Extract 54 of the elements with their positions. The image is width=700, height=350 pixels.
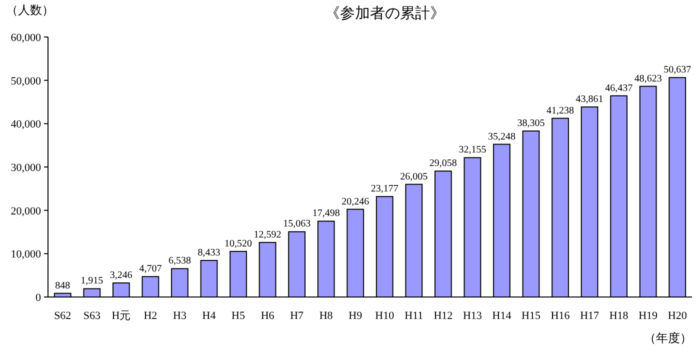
data-label: 41,238 bbox=[546, 105, 574, 116]
y-tick-label: 10,000 bbox=[10, 248, 42, 261]
data-label: 10,520 bbox=[224, 238, 252, 250]
x-tick-label: H8 bbox=[319, 310, 334, 322]
data-label: 46,437 bbox=[605, 82, 633, 94]
y-tick-label: 50,000 bbox=[10, 75, 42, 88]
x-tick-label: H14 bbox=[492, 310, 512, 322]
x-tick-label: H7 bbox=[290, 310, 304, 322]
chart-title: 《参加者の累計》 bbox=[325, 5, 445, 22]
data-label: 23,177 bbox=[370, 184, 398, 195]
data-label: 29,058 bbox=[429, 158, 457, 170]
x-tick-label: H元 bbox=[112, 310, 131, 322]
data-label: 3,246 bbox=[110, 270, 132, 281]
data-label: 6,538 bbox=[168, 256, 191, 267]
y-tick-label: 20,000 bbox=[10, 205, 42, 218]
y-tick-label: 40,000 bbox=[10, 118, 42, 131]
x-tick-label: S63 bbox=[83, 310, 101, 322]
data-label: 43,861 bbox=[576, 94, 604, 105]
data-label: 12,592 bbox=[254, 229, 282, 240]
data-label: 8,433 bbox=[198, 247, 220, 258]
x-axis-title: （年度） bbox=[644, 331, 692, 345]
data-label: 20,246 bbox=[342, 196, 370, 208]
x-tick-label: H13 bbox=[462, 310, 482, 322]
x-tick-label: H9 bbox=[348, 310, 363, 322]
x-tick-label: H4 bbox=[202, 310, 216, 322]
data-label: 15,063 bbox=[283, 218, 311, 230]
x-tick-label: H18 bbox=[609, 310, 629, 322]
data-label: 848 bbox=[55, 280, 70, 292]
x-tick-label: H5 bbox=[232, 310, 246, 322]
x-tick-label: H12 bbox=[434, 310, 453, 322]
x-tick-label: H3 bbox=[173, 310, 187, 322]
x-tick-label: H10 bbox=[375, 310, 395, 322]
data-label: 17,498 bbox=[312, 208, 340, 220]
data-label: 35,248 bbox=[488, 131, 516, 142]
data-label: 1,915 bbox=[80, 276, 104, 287]
y-tick-label: 0 bbox=[36, 292, 42, 304]
x-tick-label: S62 bbox=[54, 310, 72, 322]
y-tick-label: 30,000 bbox=[10, 162, 42, 174]
x-tick-label: H2 bbox=[144, 310, 158, 322]
x-tick-label: H11 bbox=[404, 310, 424, 322]
data-label: 48,623 bbox=[634, 73, 662, 84]
data-label: 38,305 bbox=[517, 118, 545, 130]
x-tick-label: H6 bbox=[260, 310, 275, 322]
x-tick-label: H17 bbox=[580, 310, 600, 322]
data-label: 32,155 bbox=[458, 144, 486, 156]
x-tick-label: H15 bbox=[522, 310, 541, 322]
y-tick-label: 60,000 bbox=[10, 32, 42, 44]
x-tick-label: H20 bbox=[668, 310, 688, 322]
y-axis-title: （人数） bbox=[6, 3, 54, 17]
x-tick-label: H19 bbox=[638, 310, 658, 322]
data-label: 50,637 bbox=[664, 64, 692, 76]
x-tick-label: H16 bbox=[550, 310, 570, 322]
data-label: 4,707 bbox=[139, 264, 162, 275]
data-label: 26,005 bbox=[400, 171, 428, 182]
